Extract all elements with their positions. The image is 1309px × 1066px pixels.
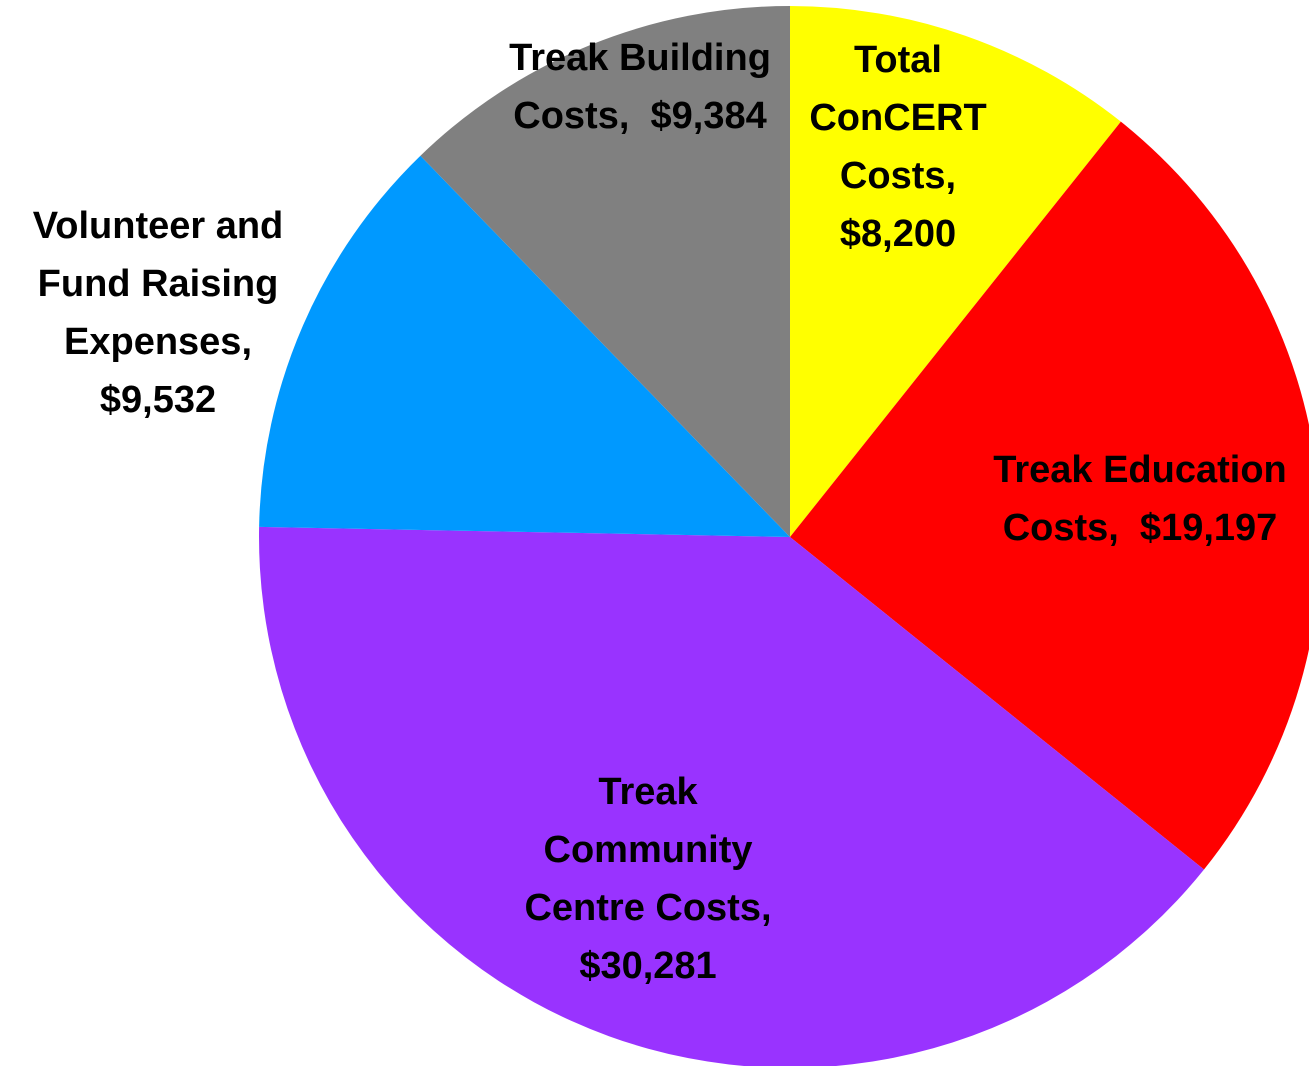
- slice-label-line: $8,200: [840, 213, 956, 255]
- slice-label-line: ConCERT: [809, 97, 986, 139]
- slice-label-line: Treak Education: [993, 449, 1287, 491]
- slice-label-treak-education-costs: Treak Education Costs, $19,197: [993, 449, 1287, 549]
- slice-label-treak-building-costs: Treak Building Costs, $9,384: [509, 37, 771, 137]
- slice-label-line: Treak Building: [509, 37, 771, 79]
- slice-label-line: Total: [854, 39, 942, 81]
- slice-label-treak-community-centre-costs: Treak Community Centre Costs, $30,281: [524, 771, 771, 987]
- slice-label-line: Volunteer and: [33, 205, 284, 247]
- pie-labels: Total ConCERT Costs, $8,200 Treak Education C…: [33, 37, 1287, 987]
- slice-label-total-concert-costs: Total ConCERT Costs, $8,200: [809, 39, 986, 255]
- pie-slice-total-concert-costs: [790, 6, 1121, 537]
- pie-slice-treak-education-costs: [790, 121, 1309, 870]
- slice-label-line: $9,532: [100, 379, 216, 421]
- slice-label-line: Costs, $19,197: [1003, 507, 1278, 549]
- pie-slice-treak-community-centre-costs: [259, 526, 1205, 1066]
- slice-label-line: Centre Costs,: [524, 887, 771, 929]
- pie-slice-volunteer-and-fund-raising-expenses: [259, 155, 791, 537]
- slice-label-line: Fund Raising: [38, 263, 279, 305]
- slice-label-line: Expenses,: [64, 321, 252, 363]
- slice-label-line: Costs, $9,384: [513, 95, 766, 137]
- slice-label-line: Costs,: [840, 155, 956, 197]
- slice-label-line: Community: [544, 829, 753, 871]
- slice-label-line: Treak: [598, 771, 698, 813]
- slice-label-volunteer-and-fund-raising-expenses: Volunteer and Fund Raising Expenses, $9,532: [33, 205, 284, 421]
- pie-slices: [259, 5, 1309, 1066]
- slice-label-line: $30,281: [579, 945, 716, 987]
- pie-slice-treak-building-costs: [420, 5, 790, 537]
